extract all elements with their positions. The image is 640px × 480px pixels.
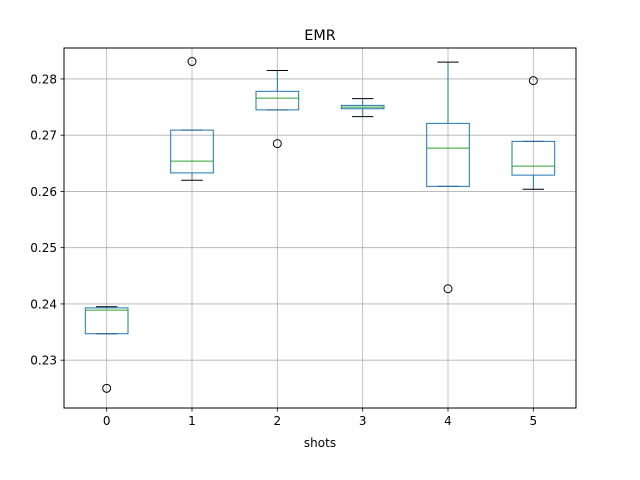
outlier-point xyxy=(102,383,112,393)
x-tick-label: 4 xyxy=(444,414,452,428)
y-tick-label: 0.24 xyxy=(30,297,57,311)
iqr-box xyxy=(511,140,556,176)
x-tick-label: 5 xyxy=(530,414,538,428)
outlier-point xyxy=(443,284,453,294)
chart-title: EMR xyxy=(304,28,336,44)
y-tick-label: 0.27 xyxy=(30,129,57,143)
box-group-2 xyxy=(255,70,300,149)
iqr-box xyxy=(255,90,300,111)
plot-area-frame xyxy=(63,47,577,409)
axis-ticks: 0 1 2 3 4 5 0.23 0.24 0.25 0.26 0.27 0.28 xyxy=(30,72,537,428)
iqr-box xyxy=(84,307,129,335)
x-axis-label: shots xyxy=(304,436,336,450)
iqr-box xyxy=(170,129,214,174)
x-tick-label: 3 xyxy=(359,414,367,428)
outlier-point xyxy=(272,139,282,149)
y-tick-label: 0.26 xyxy=(30,185,57,199)
y-tick-label: 0.23 xyxy=(30,354,57,368)
y-tick-label: 0.28 xyxy=(30,72,57,86)
outlier-point xyxy=(187,57,197,66)
box-group-0 xyxy=(84,306,129,393)
x-tick-label: 0 xyxy=(103,414,111,428)
x-tick-label: 2 xyxy=(274,414,282,428)
box-group-3 xyxy=(340,98,385,118)
box-group-4 xyxy=(426,61,470,294)
box-group-5 xyxy=(511,76,556,190)
grid xyxy=(64,48,576,408)
x-tick-label: 1 xyxy=(188,414,196,428)
y-tick-label: 0.25 xyxy=(30,241,57,255)
box-group-1 xyxy=(170,57,214,181)
outlier-point xyxy=(528,76,538,86)
boxes xyxy=(84,57,556,393)
iqr-box xyxy=(426,122,470,187)
